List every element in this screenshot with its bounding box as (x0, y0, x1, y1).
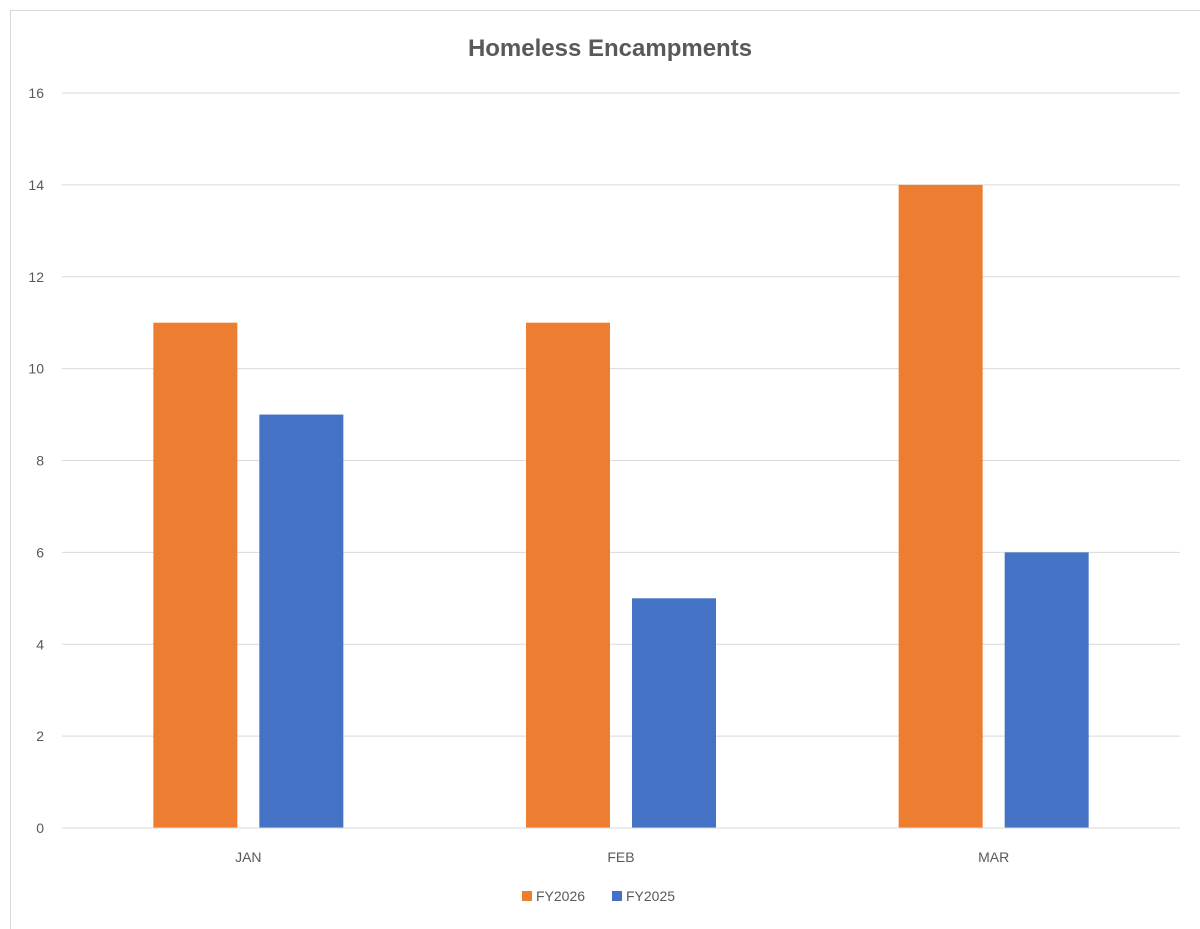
y-tick-label: 2 (36, 728, 44, 744)
legend-label-fy2025: FY2025 (626, 888, 675, 904)
x-tick-label: MAR (978, 849, 1009, 865)
bar-fy2025-mar (1004, 552, 1089, 828)
y-tick-label: 8 (36, 453, 44, 469)
x-tick-label: JAN (235, 849, 261, 865)
bar-fy2025-feb (632, 598, 716, 828)
y-tick-label: 10 (28, 361, 44, 377)
legend-swatch-fy2025 (612, 891, 622, 901)
y-axis-tick-labels: 0 2 4 6 8 10 12 14 16 (28, 85, 44, 836)
gridlines (62, 92, 1180, 737)
bar-fy2025-jan (259, 414, 344, 828)
y-tick-label: 12 (28, 269, 44, 285)
y-tick-label: 6 (36, 544, 44, 560)
bar-fy2026-jan (153, 322, 238, 828)
y-tick-label: 0 (36, 820, 44, 836)
chart-title: Homeless Encampments (468, 35, 752, 62)
x-tick-label: FEB (607, 849, 634, 865)
y-tick-label: 14 (28, 177, 44, 193)
bar-fy2026-feb (526, 322, 610, 828)
legend-label-fy2026: FY2026 (536, 888, 585, 904)
legend: FY2026 FY2025 (522, 888, 675, 904)
y-tick-label: 16 (28, 85, 44, 101)
bars (153, 184, 1089, 828)
bar-fy2026-mar (898, 184, 983, 828)
legend-swatch-fy2026 (522, 891, 532, 901)
y-tick-label: 4 (36, 636, 44, 652)
x-axis-tick-labels: JAN FEB MAR (235, 849, 1009, 865)
